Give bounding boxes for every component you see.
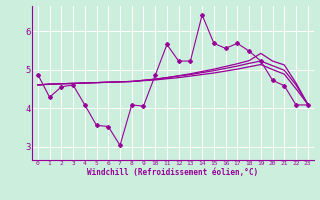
X-axis label: Windchill (Refroidissement éolien,°C): Windchill (Refroidissement éolien,°C) <box>87 168 258 177</box>
